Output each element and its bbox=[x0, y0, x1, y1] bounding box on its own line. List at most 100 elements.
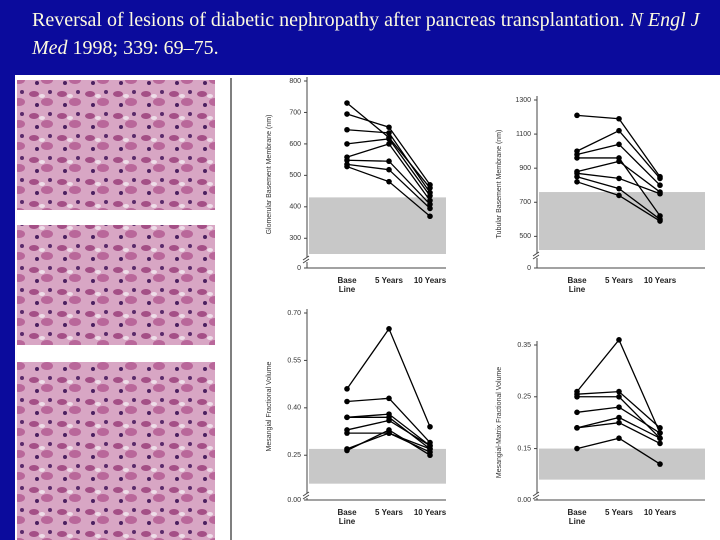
data-point bbox=[616, 388, 622, 395]
data-point bbox=[657, 175, 663, 182]
y-tick-label: 0.35 bbox=[517, 342, 531, 349]
data-point bbox=[427, 182, 433, 188]
data-point bbox=[386, 158, 392, 165]
data-point bbox=[616, 115, 622, 122]
series-line bbox=[576, 129, 661, 179]
data-point bbox=[657, 190, 663, 197]
data-point bbox=[657, 435, 663, 442]
axis-break bbox=[303, 493, 311, 498]
data-point bbox=[574, 179, 580, 185]
data-point bbox=[386, 427, 392, 433]
y-axis-label: Tubular Basement Membrane (nm) bbox=[496, 130, 503, 239]
x-tick-label: 5 Years bbox=[375, 276, 403, 285]
x-tick-label: 5 Years bbox=[605, 508, 633, 517]
x-tick-label: 5 Years bbox=[375, 508, 403, 517]
axis-break-mark bbox=[302, 491, 310, 500]
data-point bbox=[344, 157, 350, 164]
axis-break-mark bbox=[302, 255, 310, 264]
data-point bbox=[427, 205, 433, 212]
data-point bbox=[574, 445, 580, 452]
y-tick-label: 0.25 bbox=[517, 394, 531, 401]
y-tick-label: 0 bbox=[527, 265, 531, 272]
y-tick-label: 0.00 bbox=[287, 497, 301, 504]
y-tick-label: 500 bbox=[519, 233, 531, 240]
micrograph bbox=[17, 362, 215, 540]
data-point bbox=[616, 337, 622, 343]
y-axis-label: Mesangial-Matrix Fractional Volume bbox=[496, 367, 503, 478]
data-point bbox=[344, 100, 350, 106]
data-point bbox=[344, 414, 350, 421]
data-point bbox=[344, 141, 350, 147]
y-axis-label: Mesangial Fractional Volume bbox=[266, 361, 273, 451]
data-point bbox=[616, 127, 622, 134]
data-point bbox=[386, 141, 392, 147]
normal-range bbox=[309, 448, 446, 484]
data-point bbox=[616, 419, 622, 426]
data-point bbox=[616, 158, 622, 165]
normal-range bbox=[539, 448, 705, 480]
y-tick-label: 600 bbox=[289, 141, 301, 148]
data-point bbox=[427, 452, 433, 459]
y-tick-label: 500 bbox=[289, 172, 301, 179]
y-tick-label: 300 bbox=[289, 235, 301, 242]
data-point bbox=[657, 182, 663, 189]
data-point bbox=[574, 155, 580, 161]
citation: 1998; 339: 69–75. bbox=[72, 37, 219, 59]
data-point bbox=[657, 440, 663, 447]
axis-break-mark bbox=[532, 251, 540, 260]
micrograph bbox=[17, 80, 215, 210]
data-point bbox=[427, 213, 433, 220]
y-tick-label: 900 bbox=[519, 165, 531, 172]
data-point bbox=[386, 417, 392, 424]
data-point bbox=[616, 414, 622, 421]
x-tick-label: Base Line bbox=[337, 508, 357, 526]
data-point bbox=[344, 447, 350, 454]
axis-break bbox=[533, 493, 541, 498]
data-point bbox=[616, 192, 622, 199]
y-tick-label: 0.15 bbox=[517, 445, 531, 452]
y-tick-label: 0.70 bbox=[287, 310, 301, 317]
data-point bbox=[657, 425, 663, 431]
x-tick-label: 5 Years bbox=[605, 276, 633, 285]
x-tick-label: 10 Years bbox=[413, 276, 447, 285]
data-point bbox=[344, 126, 350, 133]
data-point bbox=[344, 430, 350, 436]
y-tick-label: 800 bbox=[289, 78, 301, 85]
data-point bbox=[427, 201, 433, 208]
x-tick-label: 10 Years bbox=[643, 508, 677, 517]
data-point bbox=[574, 393, 580, 400]
data-point bbox=[657, 218, 663, 224]
data-point bbox=[386, 130, 392, 136]
data-point bbox=[574, 425, 580, 431]
journal: N Engl J Med bbox=[32, 9, 700, 59]
data-point bbox=[386, 326, 392, 332]
data-point bbox=[616, 175, 622, 182]
data-point bbox=[574, 173, 580, 180]
data-point bbox=[616, 393, 622, 400]
data-point bbox=[427, 423, 433, 430]
data-point bbox=[344, 398, 350, 405]
data-point bbox=[574, 112, 580, 119]
normal-range bbox=[309, 197, 446, 254]
data-point bbox=[616, 404, 622, 410]
y-tick-label: 700 bbox=[519, 199, 531, 206]
y-tick-label: 0.25 bbox=[287, 452, 301, 459]
data-point bbox=[574, 409, 580, 416]
y-tick-label: 400 bbox=[289, 204, 301, 211]
data-point bbox=[616, 141, 622, 148]
y-tick-label: 1100 bbox=[516, 131, 531, 138]
normal-range bbox=[539, 192, 705, 250]
y-tick-label: 0.40 bbox=[287, 405, 301, 412]
y-tick-label: 0 bbox=[297, 265, 301, 272]
y-tick-label: 700 bbox=[289, 109, 301, 116]
data-point bbox=[616, 435, 622, 442]
x-tick-label: 10 Years bbox=[413, 508, 447, 517]
x-tick-label: Base Line bbox=[337, 276, 357, 294]
x-tick-label: 10 Years bbox=[643, 276, 677, 285]
data-point bbox=[344, 163, 350, 170]
slide-title: Reversal of lesions of diabetic nephropa… bbox=[32, 6, 712, 62]
data-point bbox=[616, 185, 622, 192]
micrograph bbox=[17, 225, 215, 345]
y-tick-label: 0.55 bbox=[287, 357, 301, 364]
